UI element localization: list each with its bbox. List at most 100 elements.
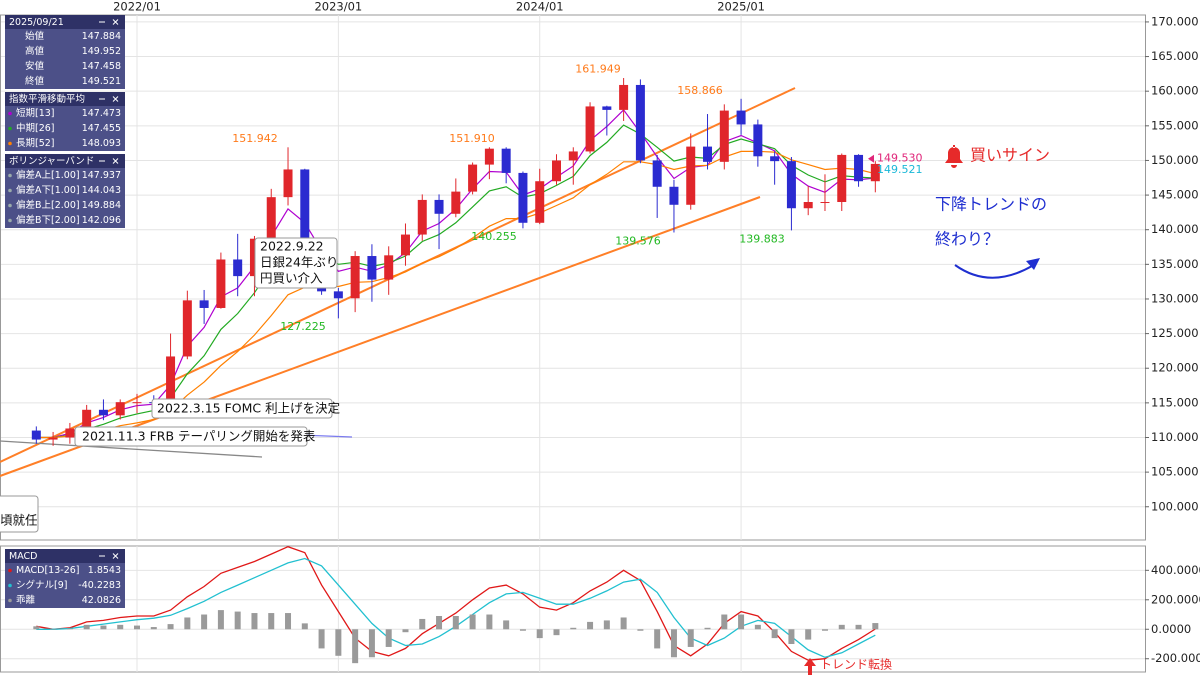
plot-frame <box>0 14 1146 541</box>
histogram-bar <box>654 629 661 649</box>
close-button[interactable] <box>112 96 119 102</box>
legend-dot <box>8 111 12 116</box>
histogram-bar <box>570 627 577 630</box>
candle-body <box>434 199 444 214</box>
legend-dot <box>8 568 12 573</box>
candle-body <box>400 234 410 256</box>
histogram-bar <box>872 623 879 630</box>
candle-body <box>635 84 645 161</box>
panel-row <box>5 213 125 228</box>
panel-value: 149.521 <box>82 76 121 87</box>
legend-dot <box>8 141 12 146</box>
panel-value: 144.043 <box>82 185 121 196</box>
panel-title: MACD <box>9 551 37 562</box>
annotation-box <box>74 426 308 447</box>
candle-body <box>552 160 561 182</box>
panel-value: 148.093 <box>82 138 121 149</box>
histogram-bar <box>738 614 745 630</box>
histogram-bar <box>721 614 728 630</box>
panel-value: 147.455 <box>82 123 121 134</box>
panel-row <box>5 578 125 593</box>
histogram-bar <box>452 616 459 630</box>
candle-body <box>619 84 629 110</box>
close-button[interactable] <box>112 553 119 559</box>
candle-body <box>182 300 192 357</box>
candle-body <box>535 181 545 223</box>
candle-body <box>703 146 713 162</box>
trend-line <box>299 434 353 438</box>
candle-body <box>652 160 662 187</box>
panel-title: 指数平滑移動平均 <box>9 93 85 105</box>
candle-body <box>786 161 796 209</box>
panel-value: 149.884 <box>82 200 121 211</box>
histogram-bar <box>587 621 594 630</box>
panel-row <box>5 563 125 578</box>
panel-row <box>5 593 125 608</box>
price-label: 158.866 <box>677 84 723 97</box>
candle-body <box>283 169 293 198</box>
candle-body <box>350 256 360 299</box>
histogram-bar <box>603 620 610 630</box>
y-tick-label: 140.000 <box>1151 222 1199 236</box>
curved-arrow <box>954 264 1033 279</box>
x-tick-label: 2025/01 <box>717 0 765 14</box>
current-price-label: 149.530 <box>877 152 923 165</box>
panel-label: 長期[52] <box>16 138 55 149</box>
panel-label: 偏差B下[2.00] <box>16 214 80 226</box>
panel-label: 高値 <box>25 45 45 57</box>
bell-icon <box>945 145 963 168</box>
annotation-text: 2022.3.15 FOMC 利上げを決定 <box>157 401 340 416</box>
candle-body <box>602 106 612 110</box>
panel-row <box>5 74 125 89</box>
histogram-bar <box>100 625 107 630</box>
panel-row <box>5 136 125 151</box>
y-tick-label: 100.000 <box>1151 499 1199 513</box>
panel-value: 142.096 <box>82 215 121 226</box>
candle-body <box>417 199 427 235</box>
candle-body <box>82 409 92 429</box>
y-tick-label: 150.000 <box>1151 153 1199 167</box>
histogram-bar <box>184 617 191 630</box>
x-tick-label: 2023/01 <box>314 0 362 14</box>
panel-label: 偏差A下[1.00] <box>16 184 80 196</box>
annotation-text: 下降トレンドの <box>935 195 1047 214</box>
candle-body <box>484 148 494 165</box>
panel-value: 147.937 <box>82 170 121 181</box>
histogram-bar <box>620 617 627 630</box>
macd-line <box>36 546 876 661</box>
histogram-bar <box>771 629 778 639</box>
histogram-bar <box>419 618 426 630</box>
candle-body <box>199 300 209 308</box>
candle-body <box>820 202 830 204</box>
panel-value: 149.952 <box>82 46 121 57</box>
y-tick-label: 200.0000 <box>1151 592 1200 606</box>
histogram-bar <box>687 629 694 647</box>
panel-header <box>5 549 125 563</box>
candle-body <box>753 124 763 157</box>
histogram-bar <box>117 624 124 630</box>
histogram-bar <box>436 616 443 630</box>
histogram-bar <box>268 613 275 630</box>
legend-dot <box>8 598 12 603</box>
arrow-head <box>1026 258 1040 270</box>
annotation-text: 円買い介入 <box>260 271 323 286</box>
histogram-bar <box>352 629 359 664</box>
close-button[interactable] <box>112 158 119 164</box>
price-marker <box>868 154 874 163</box>
panel-label: 短期[13] <box>16 107 55 119</box>
candle-body <box>233 259 243 277</box>
annotation-box <box>0 495 39 533</box>
annotation-text: 日銀24年ぶり <box>260 255 338 270</box>
histogram-bar <box>335 629 342 656</box>
y-tick-label: 125.000 <box>1151 326 1199 340</box>
close-button[interactable] <box>112 19 119 25</box>
candle-body <box>300 169 310 243</box>
histogram-bar <box>201 614 208 630</box>
y-tick-label: 120.000 <box>1151 361 1199 375</box>
histogram-bar <box>704 627 711 630</box>
panel-value: 147.884 <box>82 31 121 42</box>
histogram-bar <box>251 613 258 630</box>
